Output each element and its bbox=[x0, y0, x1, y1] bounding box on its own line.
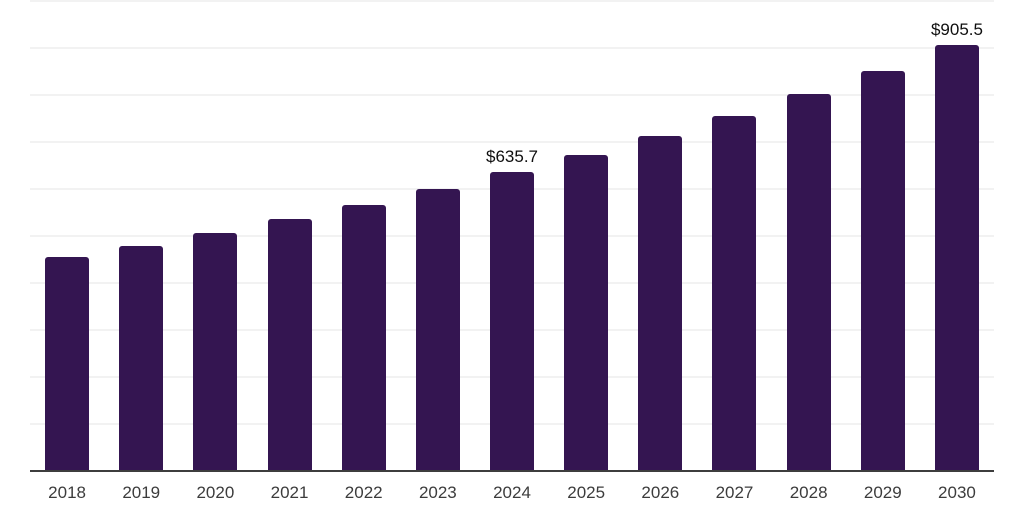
bar-2026 bbox=[638, 135, 683, 471]
bar-slot-2019 bbox=[104, 1, 178, 471]
bar-slot-2020 bbox=[178, 1, 252, 471]
x-axis-line bbox=[30, 470, 994, 472]
bar-2019 bbox=[119, 245, 164, 471]
x-tick-label-2019: 2019 bbox=[122, 483, 161, 502]
gridline-900 bbox=[30, 47, 994, 49]
bars: $635.7 $905.5 bbox=[30, 1, 994, 471]
bar-2023 bbox=[415, 189, 460, 471]
plot-area: $635.7 $905.5 bbox=[30, 0, 994, 472]
bar-slot-2029 bbox=[846, 1, 920, 471]
bar-2030 bbox=[934, 45, 979, 471]
x-axis-labels: 2018 2019 2020 2021 2022 2023 2024 2025 2026 2027… bbox=[30, 483, 994, 503]
bar-2029 bbox=[860, 70, 905, 471]
bar-value-label-2024: $635.7 bbox=[486, 147, 539, 167]
bar-2027 bbox=[712, 115, 757, 471]
x-tick-label-2023: 2023 bbox=[418, 483, 457, 502]
bar-2021 bbox=[267, 219, 312, 471]
bar-2028 bbox=[786, 94, 831, 471]
bar-2025 bbox=[564, 154, 609, 471]
bar-slot-2030: $905.5 bbox=[920, 1, 994, 471]
bar-slot-2026 bbox=[623, 1, 697, 471]
gridline-800 bbox=[30, 94, 994, 96]
x-tick-label-2021: 2021 bbox=[270, 483, 309, 502]
bar-2018 bbox=[45, 256, 90, 471]
x-tick-label-2025: 2025 bbox=[567, 483, 606, 502]
bar-slot-2027 bbox=[697, 1, 771, 471]
gridline-700 bbox=[30, 141, 994, 143]
gridline-1000 bbox=[30, 0, 994, 2]
bar-2024 bbox=[490, 172, 535, 471]
x-tick-label-2022: 2022 bbox=[344, 483, 383, 502]
bar-2022 bbox=[341, 205, 386, 471]
bar-2020 bbox=[193, 233, 238, 471]
bar-slot-2028 bbox=[772, 1, 846, 471]
x-tick-label-2030: 2030 bbox=[938, 483, 976, 502]
x-tick-label-2026: 2026 bbox=[641, 483, 680, 502]
bar-slot-2018 bbox=[30, 1, 104, 471]
bar-slot-2021 bbox=[252, 1, 326, 471]
x-tick-label-2018: 2018 bbox=[48, 483, 86, 502]
x-tick-label-2024: 2024 bbox=[493, 483, 531, 502]
x-tick-label-2028: 2028 bbox=[789, 483, 828, 502]
x-tick-label-2027: 2027 bbox=[715, 483, 754, 502]
bar-value-label-2030: $905.5 bbox=[930, 20, 983, 40]
bar-slot-2022 bbox=[327, 1, 401, 471]
bar-slot-2025 bbox=[549, 1, 623, 471]
bar-slot-2024: $635.7 bbox=[475, 1, 549, 471]
x-tick-label-2020: 2020 bbox=[196, 483, 235, 502]
bar-slot-2023 bbox=[401, 1, 475, 471]
x-tick-label-2029: 2029 bbox=[863, 483, 902, 502]
